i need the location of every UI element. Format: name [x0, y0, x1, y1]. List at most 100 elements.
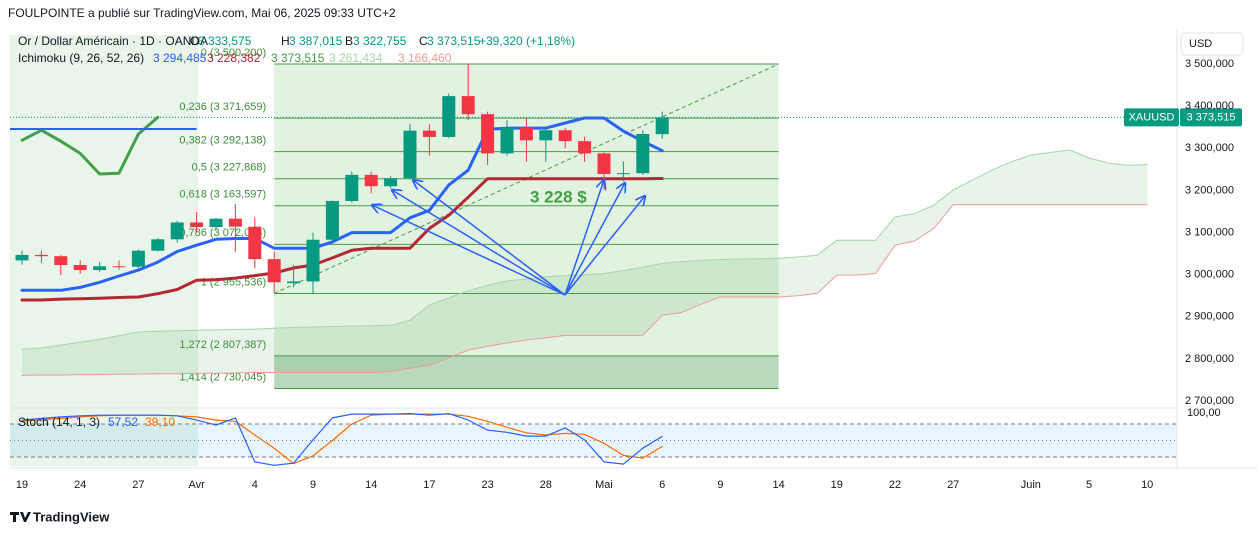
candle-body — [325, 200, 339, 240]
stoch-value: 39,10 — [145, 415, 175, 429]
x-tick-label: 9 — [310, 479, 316, 491]
x-tick-label: Avr — [188, 479, 205, 491]
candle-body — [267, 259, 281, 283]
candle-body — [616, 173, 630, 175]
annotation-layer: 3 228 $ — [372, 180, 645, 296]
footer: TradingView — [33, 509, 110, 524]
x-tick-label: 27 — [132, 479, 144, 491]
fib-label: 0,618 (3 163,597) — [179, 189, 266, 201]
symbol-tag — [1124, 108, 1179, 127]
candle-body — [131, 250, 145, 267]
fib-label: 0 (3 500,200) — [201, 47, 266, 59]
fib-band — [274, 205, 779, 245]
indicator-layer — [10, 115, 1148, 466]
x-tick-label: 5 — [1086, 479, 1092, 491]
fib-label: 1,414 (2 730,045) — [179, 371, 266, 383]
ichimoku-cloud — [22, 150, 1148, 376]
ichimoku-line — [20, 116, 664, 292]
x-tick-label: Juin — [1021, 479, 1041, 491]
candle-body — [112, 266, 126, 268]
ohlc-key: O — [190, 34, 199, 48]
ohlc-key: B — [345, 34, 353, 48]
fib-band — [274, 244, 779, 294]
arrow — [413, 180, 566, 296]
fib-label: 0,382 (3 292,138) — [179, 135, 266, 147]
currency: USD — [1189, 38, 1212, 50]
candle-body — [287, 281, 301, 284]
ohlc-value: 3 373,515 — [427, 34, 481, 48]
chart-title: Or / Dollar Américain · 1D · OANDA — [18, 34, 208, 48]
y-tick-label: 3 200,000 — [1185, 184, 1234, 196]
stoch-title: Stoch (14, 1, 3) — [18, 415, 100, 429]
arrow — [564, 180, 604, 296]
ichimoku-title: Ichimoku (9, 26, 52, 26) — [18, 51, 144, 65]
x-tick-label: 4 — [252, 479, 258, 491]
candle-body — [422, 130, 436, 137]
x-tick-label: Mai — [595, 479, 613, 491]
price-tag-label: 3 373,515 — [1187, 111, 1236, 123]
candle-body — [384, 178, 398, 187]
fib-label: 0,786 (3 072,094) — [179, 227, 266, 239]
currency-button[interactable] — [1180, 32, 1244, 56]
x-tick-label: 27 — [947, 479, 959, 491]
ichimoku-line — [21, 149, 1148, 350]
y-tick-label: 3 000,000 — [1185, 269, 1234, 281]
candle-body — [209, 218, 223, 228]
x-tick-label: 10 — [1141, 479, 1153, 491]
annotation: 3 228 $ — [530, 187, 587, 206]
candle-body — [403, 130, 417, 179]
ichimoku-value: 3 261,434 — [329, 51, 383, 65]
fib-label: 1,272 (2 807,387) — [179, 339, 266, 351]
fib-trend — [273, 63, 779, 294]
ichimoku-value: 3 373,515 — [271, 51, 325, 65]
x-tick-label: 19 — [831, 479, 843, 491]
fib-label: 0,236 (3 371,659) — [179, 101, 266, 113]
ichimoku-value: 3 166,460 — [398, 51, 452, 65]
arrow — [564, 183, 625, 296]
arrow — [392, 190, 566, 296]
ohlc-value: 3 322,755 — [353, 34, 407, 48]
candle-body — [578, 141, 592, 154]
x-tick-label: 23 — [481, 479, 493, 491]
candle-body — [519, 127, 533, 141]
y-tick-label: 3 400,000 — [1185, 100, 1234, 112]
candle-layer — [15, 63, 669, 294]
arrow — [564, 196, 645, 296]
candle-body — [248, 226, 262, 260]
y-tick-label: 3 100,000 — [1185, 226, 1234, 238]
header: FOULPOINTE a publié sur TradingView.com,… — [8, 6, 396, 20]
ohlc-value: 3 333,575 — [198, 34, 252, 48]
logo-mark — [10, 512, 31, 522]
candle-body — [73, 265, 87, 271]
ohlc-value: 3 387,015 — [289, 34, 343, 48]
y-tick-label: 3 300,000 — [1185, 142, 1234, 154]
y-tick-label: 2 800,000 — [1185, 353, 1234, 365]
candle-body — [539, 130, 553, 141]
fib-band — [274, 293, 779, 356]
price-tag — [1180, 108, 1242, 127]
change: +39,320 (+1,18%) — [479, 34, 575, 48]
candle-body — [15, 254, 29, 261]
candle-body — [461, 96, 475, 115]
x-tick-label: 14 — [772, 479, 784, 491]
candle-body — [228, 218, 242, 227]
y-tick-label: 2 900,000 — [1185, 311, 1234, 323]
x-tick-label: 28 — [540, 479, 552, 491]
ichimoku-value: 3 228,382 — [207, 51, 261, 65]
candle-body — [655, 117, 669, 135]
x-tick-label: 6 — [659, 479, 665, 491]
ichimoku-line — [20, 177, 664, 302]
axis-layer: USD XAUUSD 3 373,515 2 700,000 2 800,000 2 9… — [10, 30, 1257, 491]
candle-body — [93, 266, 107, 271]
fib-band — [274, 63, 779, 119]
arrow — [372, 205, 566, 296]
fib-label: 0,5 (3 227,868) — [192, 162, 267, 174]
stoch-band — [10, 424, 1177, 457]
candle-body — [170, 222, 184, 240]
candle-body — [190, 222, 204, 228]
candle-body — [636, 134, 650, 174]
y-tick-label: 2 700,000 — [1185, 395, 1234, 407]
x-tick-label: 14 — [365, 479, 377, 491]
